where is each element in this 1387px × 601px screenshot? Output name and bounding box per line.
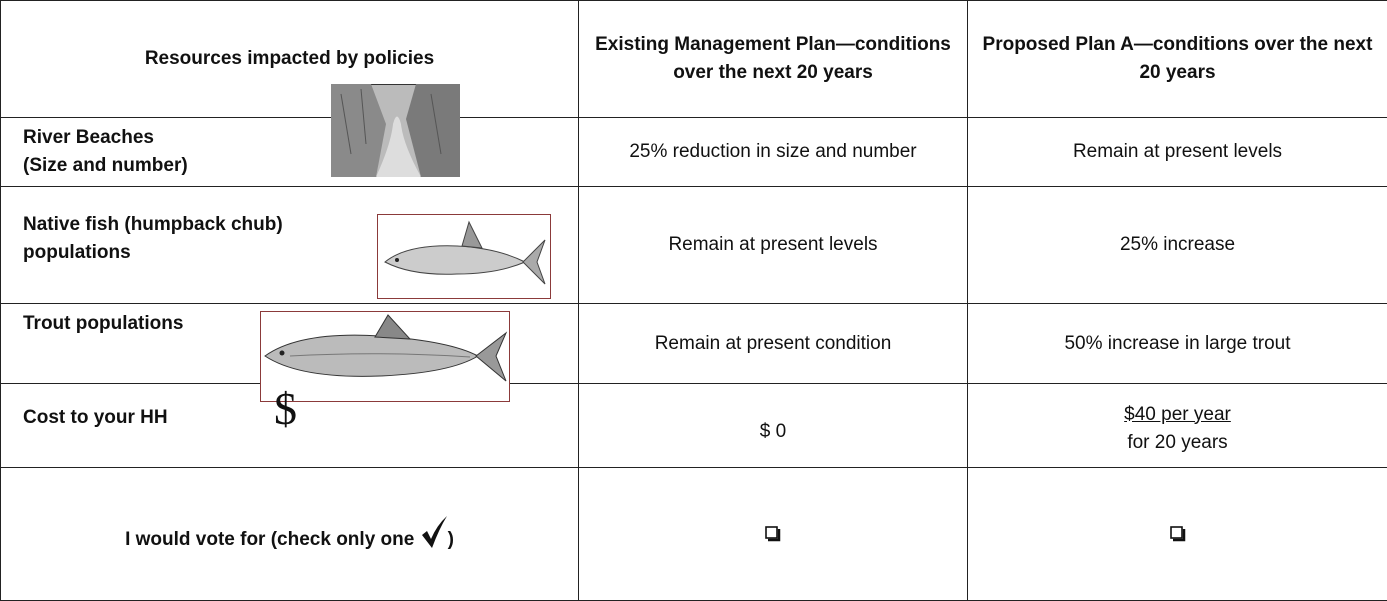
row: Cost to your HH $ 0 $40 per year for 20 … [1, 384, 1387, 468]
trout-illustration [260, 311, 510, 402]
cost-note: for 20 years [1127, 432, 1227, 453]
resource: River Beaches (Size and number) [1, 118, 579, 187]
dollar-icon: $ [274, 386, 297, 432]
proposed: 50% increase in large trout [968, 304, 1387, 384]
existing: 25% reduction in size and number [579, 118, 968, 187]
vote-row: I would vote for (check only one ) [1, 468, 1387, 601]
vote-text: I would vote for (check only one [125, 529, 414, 550]
row: Trout populations Remain at present cond… [1, 304, 1387, 384]
header-row: Resources impacted by policies Existing … [1, 1, 1387, 118]
proposed: $40 per year for 20 years [968, 384, 1387, 468]
proposed: Remain at present levels [968, 118, 1387, 187]
canyon-illustration [331, 84, 460, 177]
checkbox[interactable] [1170, 526, 1186, 542]
checkbox[interactable] [765, 526, 781, 542]
existing: $ 0 [579, 384, 968, 468]
cost-amount: $40 per year [1124, 404, 1231, 425]
header-cell: Proposed Plan A—conditions over the next… [968, 1, 1387, 118]
existing: Remain at present levels [579, 187, 968, 304]
vote-label: I would vote for (check only one ) [1, 468, 579, 601]
vote-cell [968, 468, 1387, 601]
check-icon [420, 515, 448, 549]
header-cell: Resources impacted by policies [1, 1, 579, 118]
header-cell: Existing Management Plan—conditions over… [579, 1, 968, 118]
vote-cell [579, 468, 968, 601]
proposed: 25% increase [968, 187, 1387, 304]
row: River Beaches (Size and number) 25% redu… [1, 118, 1387, 187]
existing: Remain at present condition [579, 304, 968, 384]
chub-illustration [377, 214, 551, 299]
vote-text: ) [448, 529, 454, 550]
row: Native fish (humpback chub) populations … [1, 187, 1387, 304]
